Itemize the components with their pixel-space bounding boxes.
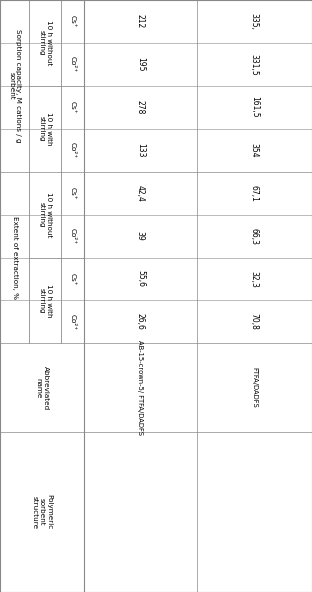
Text: Co²⁺: Co²⁺ bbox=[70, 314, 76, 330]
Text: Co²⁺: Co²⁺ bbox=[70, 142, 76, 158]
Text: 10 h without
stirring: 10 h without stirring bbox=[39, 192, 51, 237]
Text: Co²⁺: Co²⁺ bbox=[70, 228, 76, 244]
Text: Cs⁺: Cs⁺ bbox=[70, 15, 76, 28]
Text: 66,3: 66,3 bbox=[250, 227, 259, 244]
Text: 278: 278 bbox=[136, 100, 145, 114]
Text: Abbreviated
name: Abbreviated name bbox=[36, 366, 49, 410]
Text: Co²⁺: Co²⁺ bbox=[70, 56, 76, 72]
Text: 10 h without
stirring: 10 h without stirring bbox=[39, 20, 51, 66]
Text: 161,5: 161,5 bbox=[250, 96, 259, 118]
Text: 133: 133 bbox=[136, 143, 145, 157]
Text: Extent of extraction, %: Extent of extraction, % bbox=[12, 216, 18, 299]
Text: 67,1: 67,1 bbox=[250, 185, 259, 202]
Text: 70,8: 70,8 bbox=[250, 313, 259, 330]
Text: AB-15-crown-5/ FTFA/DADFS: AB-15-crown-5/ FTFA/DADFS bbox=[137, 340, 144, 435]
Text: 42,4: 42,4 bbox=[136, 185, 145, 202]
Text: 10 h with
stirring: 10 h with stirring bbox=[39, 284, 51, 317]
Text: 195: 195 bbox=[136, 57, 145, 72]
Text: 26,6: 26,6 bbox=[136, 313, 145, 330]
Text: 212: 212 bbox=[136, 14, 145, 28]
Text: 335,: 335, bbox=[250, 13, 259, 30]
Text: 354: 354 bbox=[250, 143, 259, 157]
Text: Cs⁺: Cs⁺ bbox=[70, 187, 76, 200]
Text: Sorption capacity, M cations / g
sorbent: Sorption capacity, M cations / g sorbent bbox=[8, 29, 21, 143]
Text: Cs⁺: Cs⁺ bbox=[70, 101, 76, 114]
Text: 55,6: 55,6 bbox=[136, 271, 145, 288]
Text: 32,3: 32,3 bbox=[250, 271, 259, 288]
Text: FTFA/DADFS: FTFA/DADFS bbox=[251, 368, 257, 408]
Text: Cs⁺: Cs⁺ bbox=[70, 273, 76, 285]
Text: 10 h with
stirring: 10 h with stirring bbox=[39, 112, 51, 146]
Text: 331,5: 331,5 bbox=[250, 53, 259, 75]
Text: Polymeric
sorbent
structure: Polymeric sorbent structure bbox=[32, 494, 52, 530]
Text: 39: 39 bbox=[136, 231, 145, 241]
